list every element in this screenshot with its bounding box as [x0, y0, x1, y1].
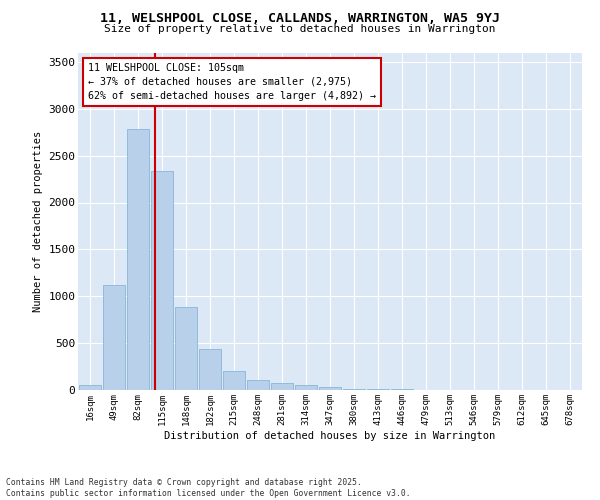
Bar — [79, 386, 101, 390]
Text: Size of property relative to detached houses in Warrington: Size of property relative to detached ho… — [104, 24, 496, 34]
X-axis label: Distribution of detached houses by size in Warrington: Distribution of detached houses by size … — [164, 430, 496, 440]
Bar — [199, 349, 221, 390]
Text: Contains HM Land Registry data © Crown copyright and database right 2025.
Contai: Contains HM Land Registry data © Crown c… — [6, 478, 410, 498]
Bar — [223, 371, 245, 390]
Bar — [343, 388, 365, 390]
Bar — [271, 383, 293, 390]
Bar — [127, 130, 149, 390]
Bar — [103, 285, 125, 390]
Bar — [391, 389, 413, 390]
Text: 11, WELSHPOOL CLOSE, CALLANDS, WARRINGTON, WA5 9YJ: 11, WELSHPOOL CLOSE, CALLANDS, WARRINGTO… — [100, 12, 500, 26]
Bar — [295, 385, 317, 390]
Bar — [367, 389, 389, 390]
Text: 11 WELSHPOOL CLOSE: 105sqm
← 37% of detached houses are smaller (2,975)
62% of s: 11 WELSHPOOL CLOSE: 105sqm ← 37% of deta… — [88, 62, 376, 100]
Bar — [151, 170, 173, 390]
Bar — [175, 306, 197, 390]
Bar — [319, 386, 341, 390]
Y-axis label: Number of detached properties: Number of detached properties — [32, 130, 43, 312]
Bar — [247, 380, 269, 390]
